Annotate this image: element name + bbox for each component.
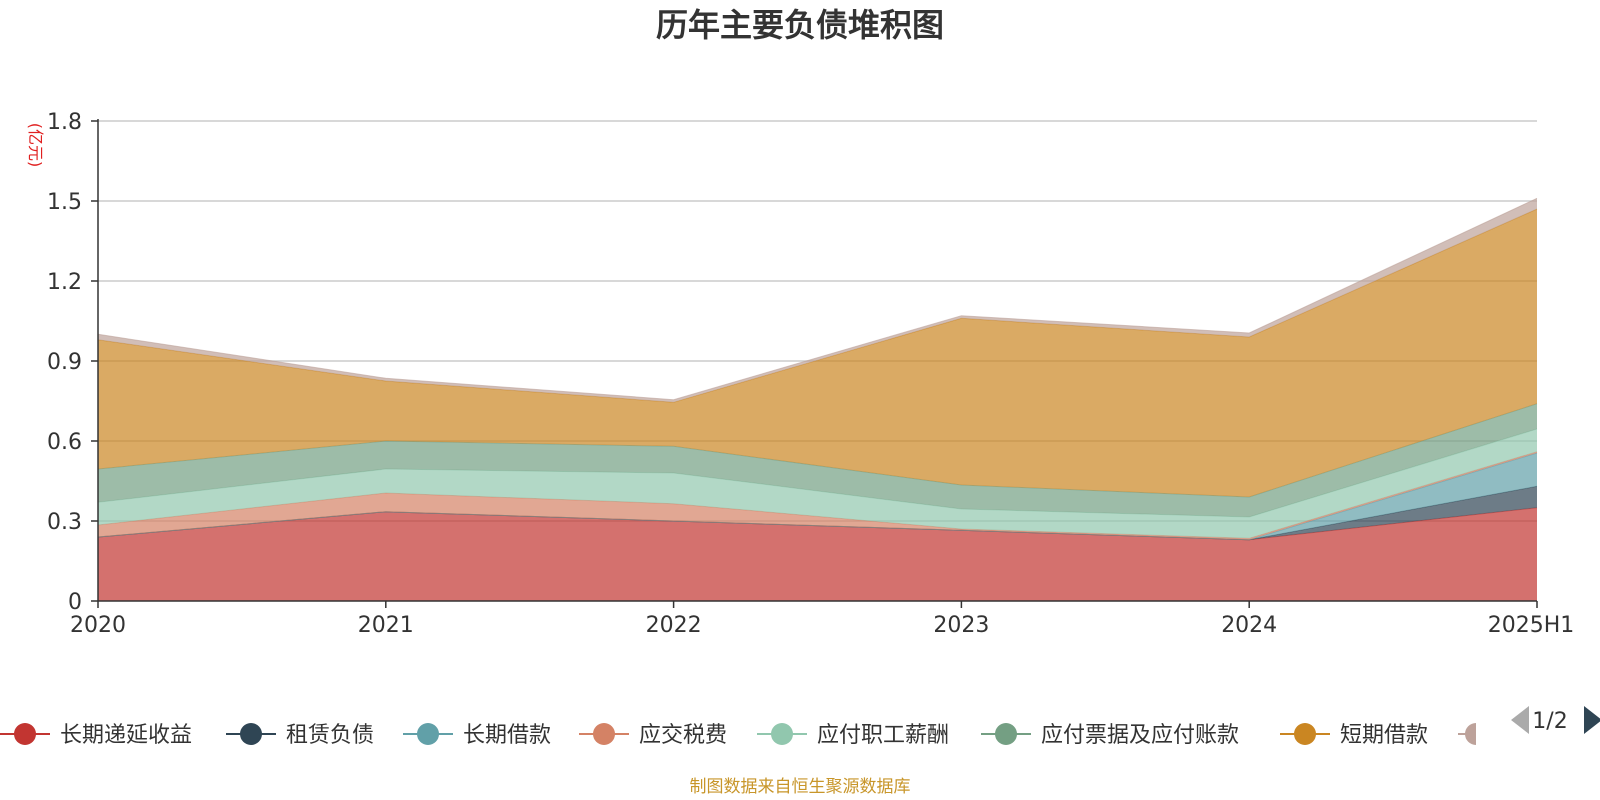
x-tick-label: 2025H1 bbox=[1488, 613, 1575, 638]
legend-marker-icon bbox=[995, 723, 1017, 745]
legend-item-1[interactable]: 租赁负债 bbox=[226, 723, 374, 748]
x-tick-label: 2022 bbox=[646, 613, 702, 638]
y-tick-label: 0.9 bbox=[47, 350, 82, 375]
legend-item-0[interactable]: 长期递延收益 bbox=[0, 723, 192, 748]
area-series-6[interactable] bbox=[98, 209, 1537, 497]
y-tick-label: 1.5 bbox=[47, 190, 82, 215]
legend-item-5[interactable]: 应付票据及应付账款 bbox=[981, 723, 1239, 748]
legend: 长期递延收益 租赁负债 长期借款 应交税费 应付职工薪酬 应付票据及应付账款 短期借款 bbox=[0, 723, 1476, 748]
y-tick-label: 0.3 bbox=[47, 510, 82, 535]
prev-page-icon[interactable] bbox=[1511, 706, 1529, 734]
legend-marker-icon bbox=[1465, 723, 1476, 745]
axes: 0 0.3 0.6 0.9 1.2 1.5 1.8 2020 2021 2022 2023 2024 2… bbox=[47, 110, 1574, 638]
legend-label: 应付票据及应付账款 bbox=[1041, 723, 1239, 748]
legend-label: 应交税费 bbox=[639, 723, 727, 748]
area-series-0[interactable] bbox=[98, 507, 1537, 601]
legend-item-6[interactable]: 短期借款 bbox=[1280, 723, 1428, 748]
legend-page-label: 1/2 bbox=[1532, 709, 1567, 734]
x-tick-label: 2021 bbox=[358, 613, 414, 638]
area-series-3[interactable] bbox=[98, 451, 1537, 540]
legend-pager: 1/2 bbox=[1511, 706, 1600, 734]
legend-item-2[interactable]: 长期借款 bbox=[403, 723, 551, 748]
y-tick-label: 0.6 bbox=[47, 430, 82, 455]
next-page-icon[interactable] bbox=[1584, 706, 1600, 734]
legend-marker-icon bbox=[1294, 723, 1316, 745]
legend-label: 短期借款 bbox=[1340, 723, 1428, 748]
y-axis-unit: (亿元) bbox=[26, 123, 45, 168]
area-series-5[interactable] bbox=[98, 403, 1537, 517]
legend-item-3[interactable]: 应交税费 bbox=[579, 723, 727, 748]
data-source-note: 制图数据来自恒生聚源数据库 bbox=[690, 777, 911, 797]
legend-marker-icon bbox=[771, 723, 793, 745]
legend-marker-icon bbox=[593, 723, 615, 745]
legend-marker-icon bbox=[14, 723, 36, 745]
y-tick-label: 1.2 bbox=[47, 270, 82, 295]
area-line-7 bbox=[97, 197, 1538, 401]
x-tick-label: 2020 bbox=[70, 613, 126, 638]
legend-item-4[interactable]: 应付职工薪酬 bbox=[757, 723, 949, 748]
legend-label: 长期递延收益 bbox=[60, 723, 192, 748]
legend-label: 长期借款 bbox=[463, 723, 551, 748]
legend-label: 租赁负债 bbox=[286, 723, 374, 748]
x-tick-label: 2024 bbox=[1221, 613, 1277, 638]
x-tick-label: 2023 bbox=[933, 613, 989, 638]
legend-item-7[interactable] bbox=[1458, 723, 1476, 745]
y-tick-label: 1.8 bbox=[47, 110, 82, 135]
legend-label: 应付职工薪酬 bbox=[817, 723, 949, 748]
chart-title: 历年主要负债堆积图 bbox=[656, 6, 944, 44]
y-tick-label: 0 bbox=[68, 590, 82, 615]
legend-marker-icon bbox=[417, 723, 439, 745]
area-series bbox=[97, 197, 1538, 601]
legend-marker-icon bbox=[240, 723, 262, 745]
area-series-4[interactable] bbox=[98, 429, 1537, 539]
